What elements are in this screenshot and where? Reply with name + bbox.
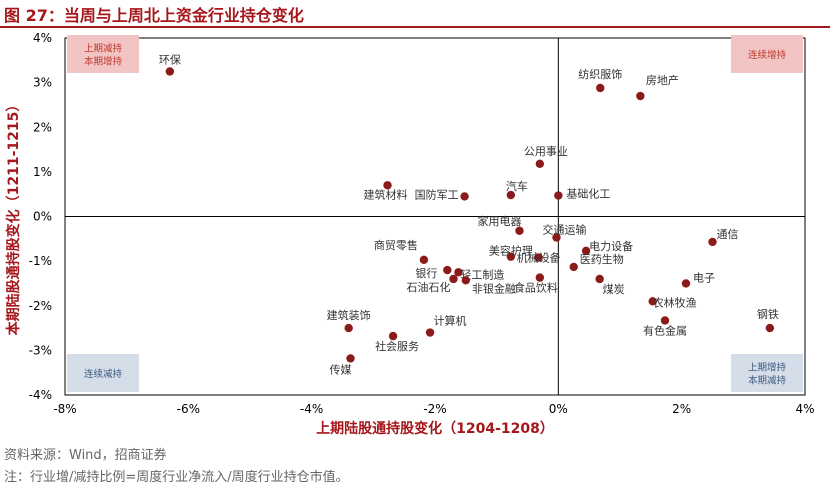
x-tick-label: 2% [672,402,691,416]
data-point [765,323,775,333]
y-tick-label: 2% [33,120,52,134]
data-label: 公用事业 [524,145,568,158]
quadrant-top-right-label: 连续增持 [748,49,787,61]
quadrant-top-left-label: 本期增持 [84,56,123,68]
quadrant-bottom-right-label: 本期减持 [748,375,787,387]
x-tick-label: -2% [423,402,446,416]
y-tick-label: -3% [29,343,52,357]
x-tick-label: -4% [300,402,323,416]
data-label: 医药生物 [580,252,624,266]
y-tick-label: 0% [33,210,52,224]
figure-title: 图 27：当周与上周北上资金行业持仓变化 [4,6,304,25]
data-point [636,91,645,101]
data-point [554,191,563,200]
data-point [425,328,435,337]
data-label: 建筑材料 [364,187,408,201]
source-note: 资料来源：Wind，招商证券 [4,448,167,463]
quadrant-top-left-box [67,35,139,73]
data-label: 通信 [717,228,739,241]
data-label: 煤炭 [603,283,625,296]
data-point [443,265,452,275]
data-point [419,255,429,264]
data-label: 家用电器 [477,214,521,228]
quadrant-bottom-left-box [67,354,139,392]
data-point [581,246,591,256]
data-label: 社会服务 [375,339,419,353]
data-point [596,83,605,93]
data-label: 美容护理 [489,244,533,258]
data-label: 传媒 [330,363,352,376]
data-label: 钢铁 [757,308,779,321]
data-point [569,262,578,272]
data-point [515,226,524,235]
data-point [383,181,392,190]
data-point [660,316,670,325]
data-point [648,297,657,306]
data-label: 有色金属 [643,323,687,337]
data-point [506,252,516,261]
data-label: 国防军工 [415,187,459,201]
quadrant-top-right-box [731,35,803,73]
data-label: 机械设备 [517,251,561,265]
x-tick-label: 4% [795,402,814,416]
data-point [388,331,398,341]
data-point [454,268,463,277]
y-tick-label: 1% [33,165,52,179]
data-label: 农林牧渔 [653,295,697,309]
data-label: 石油石化 [407,280,451,294]
data-point [344,323,353,333]
quadrant-bottom-right-label: 上期增持 [748,362,787,374]
title-underline [0,26,830,28]
quadrant-bottom-left-label: 连续减持 [84,368,123,380]
y-tick-label: -4% [29,388,52,402]
data-point [595,274,604,284]
data-label: 电子 [693,271,715,284]
data-point [681,279,691,288]
y-tick-label: 3% [33,76,52,90]
data-label: 电力设备 [589,239,633,253]
data-label: 基础化工 [566,187,610,201]
data-point [552,233,561,242]
quadrant-bottom-right-box [731,354,803,392]
data-point [535,273,545,282]
x-tick-label: -8% [53,402,76,416]
data-label: 非银金融 [472,281,516,295]
data-label: 建筑装饰 [327,308,371,322]
data-point [460,192,469,201]
method-note: 注：行业增/减持比例=周度行业净流入/周度行业持仓市值。 [4,470,349,485]
data-point [346,354,355,363]
data-label: 环保 [159,52,181,66]
y-axis-title: 本期陆股通持股变化（1211-1215） [5,98,22,336]
data-point [534,253,543,262]
data-point [165,67,175,76]
data-point [535,159,545,169]
data-label: 银行 [415,266,437,280]
data-label: 计算机 [434,314,467,328]
data-point [461,276,471,285]
data-point [708,237,717,247]
figure-header: 图 27：当周与上周北上资金行业持仓变化 [0,0,830,26]
data-label: 汽车 [506,179,528,193]
data-label: 纺织服饰 [578,67,622,81]
quadrant-top-left-label: 上期减持 [84,43,123,55]
x-tick-label: -6% [177,402,200,416]
y-tick-label: -1% [29,254,52,268]
y-tick-label: -2% [29,299,52,313]
chart-frame: 上期减持 本期增持 连续增持连续减持 上期增持 本期减持 4% 3% 2% 1% 0% -1% -2%… [0,28,830,445]
data-label: 轻工制造 [460,267,504,281]
data-point [449,274,458,284]
data-label: 房地产 [646,73,679,87]
data-label: 商贸零售 [374,238,418,252]
data-label: 食品饮料 [514,281,558,295]
x-tick-label: 0% [549,402,568,416]
data-point [506,190,516,200]
data-label: 交通运输 [542,222,586,236]
y-tick-label: 4% [33,31,52,45]
x-axis-title: 上期陆股通持股变化（1204-1208） [316,420,554,437]
